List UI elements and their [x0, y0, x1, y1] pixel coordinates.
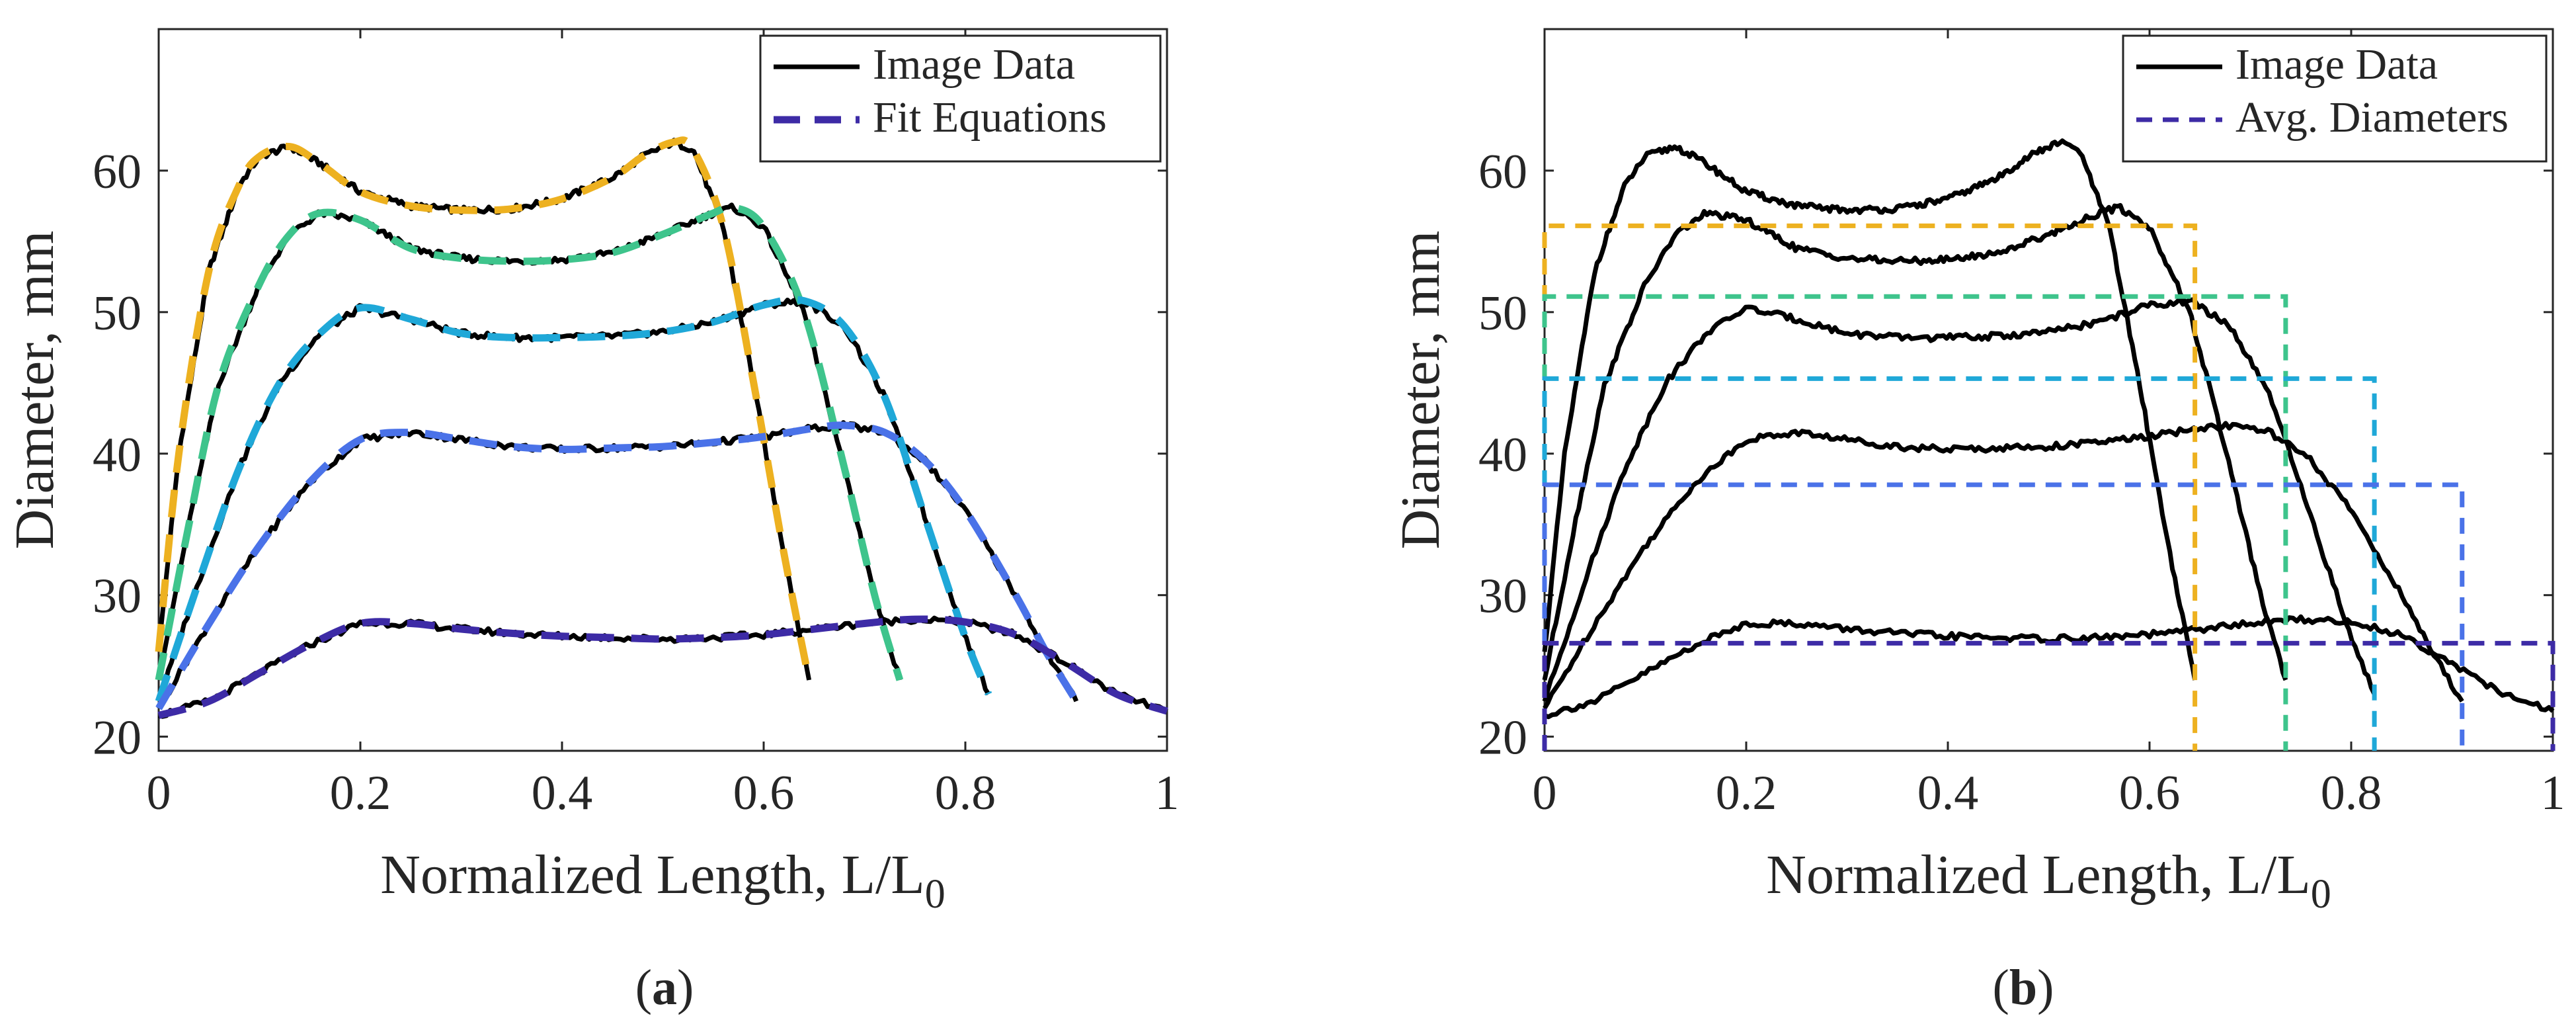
fit-equation-line	[155, 421, 1080, 710]
x-tick-label: 0.4	[532, 766, 593, 820]
legend-label: Fit Equations	[873, 93, 1107, 142]
fit-equation-line	[155, 202, 904, 681]
y-tick-label: 40	[1478, 428, 1527, 482]
x-tick-label: 0.8	[935, 766, 996, 820]
y-axis-label: Diameter, mm	[4, 231, 65, 550]
x-tick-label: 1	[1155, 766, 1180, 820]
y-tick-label: 60	[93, 145, 141, 199]
image-data-line	[156, 202, 903, 681]
panel-a-caption: (a)	[635, 960, 694, 1015]
x-axis-label: Normalized Length, L/L0	[1766, 844, 2331, 917]
avg-diameter-line	[1542, 376, 2377, 751]
x-tick-label: 0.8	[2321, 766, 2382, 820]
x-axis-label: Normalized Length, L/L0	[380, 844, 945, 917]
x-tick-label: 1	[2541, 766, 2565, 820]
y-tick-label: 50	[1478, 286, 1527, 341]
panel-b-caption: (b)	[1993, 960, 2054, 1015]
y-tick-label: 60	[1478, 145, 1527, 199]
x-tick-label: 0.2	[1716, 766, 1777, 820]
legend-label: Avg. Diameters	[2235, 93, 2509, 142]
y-tick-label: 20	[93, 711, 141, 765]
axes-box	[157, 28, 1168, 752]
avg-diameter-line	[1542, 482, 2465, 751]
y-tick-label: 50	[93, 286, 141, 341]
panel-b-chart: 0 0.2 0.4 0.6 0.8 1 20 30 40 50 60 Normalized Lengt…	[1390, 28, 2565, 917]
avg-diameter-line	[1542, 294, 2288, 751]
legend-box	[759, 34, 1162, 163]
fit-equation-line	[155, 136, 813, 681]
y-axis-label: Diameter, mm	[1390, 231, 1451, 550]
y-tick-label: 30	[93, 570, 141, 624]
x-axis-label-subscript: 0	[925, 872, 946, 917]
x-tick-label: 0	[147, 766, 171, 820]
avg-diameter-line	[1542, 640, 2556, 751]
image-data-line	[1543, 614, 2555, 720]
x-tick-label: 0.6	[2119, 766, 2181, 820]
fit-equation-line	[155, 296, 992, 703]
image-data-line	[156, 138, 812, 681]
y-tick-label: 20	[1478, 711, 1527, 765]
panel-a-chart: 0 0.2 0.4 0.6 0.8 1 20 30 40 50 60 Normalized Lengt…	[4, 28, 1180, 917]
fit-equation-line	[157, 615, 1168, 719]
image-data-line	[1542, 138, 2198, 681]
avg-diameter-line	[1542, 223, 2198, 751]
image-data-line	[1542, 421, 2464, 710]
legend-label: Image Data	[873, 40, 1075, 89]
image-data-line	[1542, 296, 2377, 703]
x-tick-label: 0	[1533, 766, 1557, 820]
x-tick-label: 0.4	[1917, 766, 1979, 820]
legend-box	[2122, 34, 2548, 163]
x-tick-label: 0.2	[330, 766, 391, 820]
axes-box	[1543, 28, 2554, 752]
x-axis-label-subscript: 0	[2311, 872, 2331, 917]
y-tick-label: 30	[1478, 570, 1527, 624]
image-data-line	[1542, 202, 2288, 681]
x-tick-label: 0.6	[733, 766, 795, 820]
y-tick-label: 40	[93, 428, 141, 482]
legend-label: Image Data	[2235, 40, 2438, 89]
